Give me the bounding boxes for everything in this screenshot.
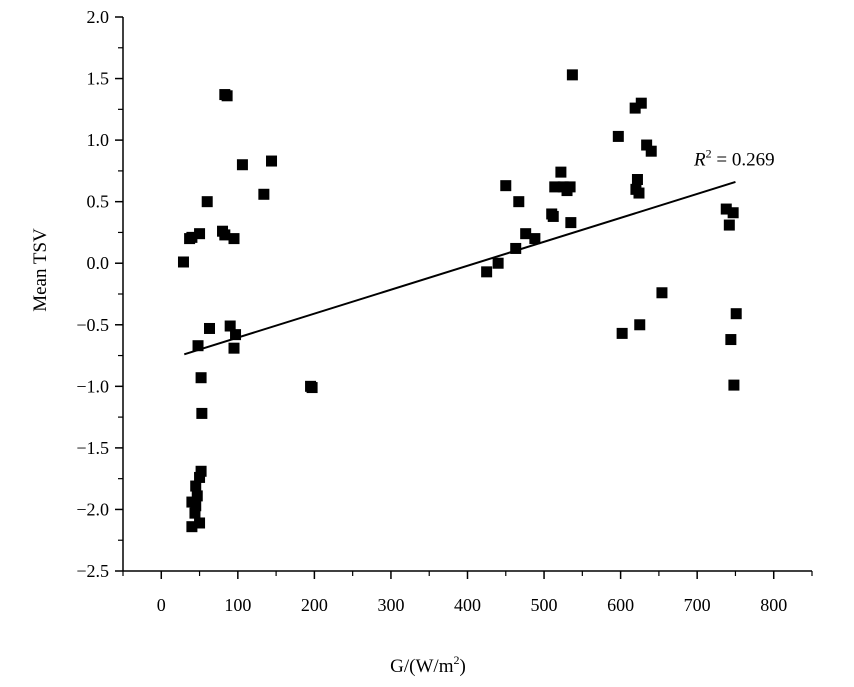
data-point xyxy=(631,174,643,186)
x-axis-title-sup: 2 xyxy=(454,653,460,667)
data-point xyxy=(230,329,242,341)
r2-value: = 0.269 xyxy=(712,150,775,171)
data-point xyxy=(219,229,231,241)
x-axis-title-main: G/(W/m xyxy=(390,656,454,677)
data-points xyxy=(177,69,742,533)
data-point xyxy=(228,342,240,354)
data-point xyxy=(730,308,742,320)
data-point xyxy=(221,90,233,102)
data-point xyxy=(510,242,522,254)
tick-labels: 0 100 200 300 400 500 600 700 800 −2.5 −2.0 −1.5 −1.… xyxy=(76,7,787,615)
y-tick-label: 1.0 xyxy=(87,130,110,150)
y-tick-label: −1.5 xyxy=(76,438,109,458)
data-point xyxy=(634,319,646,331)
data-point xyxy=(195,372,207,384)
data-point xyxy=(194,517,206,529)
x-tick-label: 700 xyxy=(684,595,711,615)
r-sup: 2 xyxy=(706,147,712,161)
x-tick-label: 300 xyxy=(377,595,404,615)
data-point xyxy=(727,207,739,219)
data-point xyxy=(645,145,657,157)
data-point xyxy=(481,266,493,278)
tick-marks xyxy=(115,16,813,579)
y-tick-label: 2.0 xyxy=(87,7,110,27)
data-point xyxy=(190,500,202,512)
data-point xyxy=(492,257,504,269)
y-tick-label: −0.5 xyxy=(76,315,109,335)
data-point xyxy=(612,130,624,142)
data-point xyxy=(566,69,578,81)
data-point xyxy=(513,196,525,208)
data-point xyxy=(196,407,208,419)
data-point xyxy=(629,102,641,114)
data-point xyxy=(565,217,577,229)
x-axis-title-close: ) xyxy=(460,656,466,677)
data-point xyxy=(529,233,541,245)
data-point xyxy=(635,97,647,109)
x-tick-label: 500 xyxy=(531,595,558,615)
y-tick-label: 0.5 xyxy=(87,192,110,212)
y-axis-title: Mean TSV xyxy=(30,228,51,312)
data-point xyxy=(728,379,740,391)
data-point xyxy=(547,210,559,222)
r-squared-annotation: R2 = 0.269 xyxy=(693,147,775,171)
x-tick-label: 800 xyxy=(760,595,787,615)
data-point xyxy=(201,196,213,208)
r-label: R xyxy=(693,150,706,171)
data-point xyxy=(500,180,512,192)
data-point xyxy=(190,480,202,492)
x-tick-label: 400 xyxy=(454,595,481,615)
data-point xyxy=(186,521,198,533)
data-point xyxy=(266,155,278,167)
x-axis-title: G/(W/m2) xyxy=(390,653,466,677)
data-point xyxy=(204,322,216,334)
data-point xyxy=(306,382,318,394)
data-point xyxy=(616,327,628,339)
data-point xyxy=(194,471,206,483)
y-tick-label: −2.5 xyxy=(76,561,109,581)
data-point xyxy=(177,256,189,268)
regression-line xyxy=(183,181,736,356)
data-point xyxy=(191,490,203,502)
data-point xyxy=(641,139,653,151)
x-tick-label: 100 xyxy=(224,595,251,615)
data-point xyxy=(656,287,668,299)
x-tick-label: 200 xyxy=(301,595,328,615)
y-tick-label: −1.0 xyxy=(76,376,109,396)
data-point xyxy=(723,219,735,231)
data-point xyxy=(549,181,561,193)
data-point xyxy=(720,203,732,215)
data-point xyxy=(186,231,198,243)
data-point xyxy=(194,228,206,240)
x-tick-label: 0 xyxy=(157,595,166,615)
data-point xyxy=(192,340,204,352)
data-point xyxy=(520,228,532,240)
y-tick-label: 0.0 xyxy=(87,253,110,273)
data-point xyxy=(555,166,567,178)
data-point xyxy=(633,187,645,199)
data-point xyxy=(224,320,236,332)
x-tick-label: 600 xyxy=(607,595,634,615)
y-tick-label: −2.0 xyxy=(76,499,109,519)
data-point xyxy=(258,188,270,200)
data-point xyxy=(195,465,207,477)
data-point xyxy=(564,181,576,193)
data-point xyxy=(228,233,240,245)
data-point xyxy=(189,507,201,519)
data-point xyxy=(725,334,737,346)
y-tick-label: 1.5 xyxy=(87,69,110,89)
data-point xyxy=(236,159,248,171)
